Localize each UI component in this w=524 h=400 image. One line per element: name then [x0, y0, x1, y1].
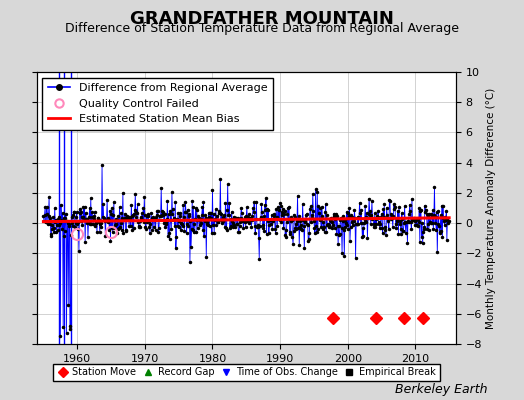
Legend: Station Move, Record Gap, Time of Obs. Change, Empirical Break: Station Move, Record Gap, Time of Obs. C… — [53, 364, 440, 381]
Y-axis label: Monthly Temperature Anomaly Difference (°C): Monthly Temperature Anomaly Difference (… — [486, 87, 496, 329]
Text: GRANDFATHER MOUNTAIN: GRANDFATHER MOUNTAIN — [130, 10, 394, 28]
Text: Berkeley Earth: Berkeley Earth — [395, 383, 487, 396]
Text: Difference of Station Temperature Data from Regional Average: Difference of Station Temperature Data f… — [65, 22, 459, 35]
